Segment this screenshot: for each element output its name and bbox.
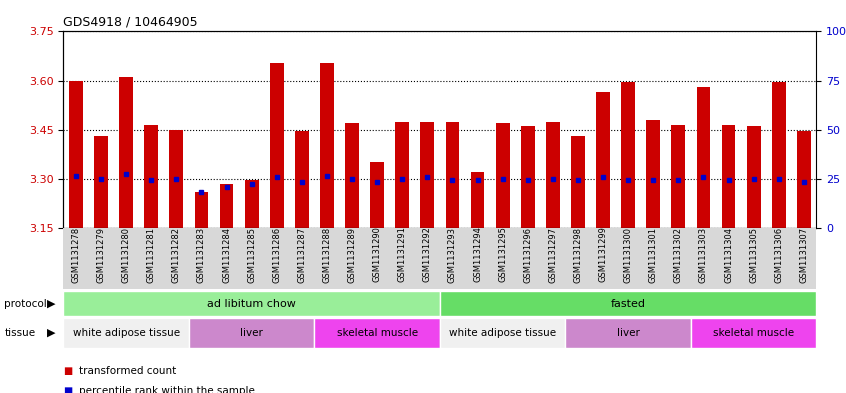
Text: GDS4918 / 10464905: GDS4918 / 10464905 (63, 16, 198, 29)
Bar (189, 318, 315, 348)
Bar (546, 121, 560, 228)
Bar (295, 131, 309, 228)
Bar (646, 120, 660, 228)
Bar (571, 136, 585, 228)
Bar (395, 121, 409, 228)
Bar (371, 162, 384, 228)
Bar (521, 127, 535, 228)
Text: skeletal muscle: skeletal muscle (713, 328, 794, 338)
Bar (691, 318, 816, 348)
Bar (772, 82, 786, 228)
Text: skeletal muscle: skeletal muscle (337, 328, 418, 338)
Text: fasted: fasted (611, 299, 645, 309)
Bar (220, 184, 233, 228)
Bar (320, 62, 334, 228)
Text: liver: liver (240, 328, 263, 338)
Bar (63, 318, 189, 348)
Bar (169, 130, 184, 228)
Bar (94, 136, 108, 228)
Bar (119, 77, 133, 228)
Text: protocol: protocol (4, 299, 47, 309)
Bar (244, 180, 259, 228)
Bar (797, 131, 810, 228)
Bar (722, 125, 735, 228)
Text: ▶: ▶ (47, 299, 55, 309)
Text: ▶: ▶ (47, 328, 55, 338)
Bar (345, 123, 359, 228)
Text: white adipose tissue: white adipose tissue (449, 328, 556, 338)
Bar (596, 92, 610, 228)
Bar (696, 87, 711, 228)
Text: ■: ■ (63, 366, 73, 376)
Bar (446, 121, 459, 228)
Bar (420, 121, 434, 228)
Bar (496, 123, 509, 228)
Bar (195, 192, 208, 228)
Text: ■: ■ (63, 386, 73, 393)
Bar (63, 291, 440, 316)
Text: white adipose tissue: white adipose tissue (73, 328, 179, 338)
Bar (440, 291, 816, 316)
Text: tissue: tissue (4, 328, 36, 338)
Text: liver: liver (617, 328, 640, 338)
Bar (470, 172, 485, 228)
Text: ad libitum chow: ad libitum chow (207, 299, 296, 309)
Bar (145, 125, 158, 228)
Text: percentile rank within the sample: percentile rank within the sample (79, 386, 255, 393)
Bar (440, 318, 565, 348)
Bar (747, 127, 761, 228)
Bar (565, 318, 691, 348)
Bar (270, 62, 283, 228)
Bar (69, 81, 83, 228)
Bar (621, 82, 635, 228)
Text: transformed count: transformed count (79, 366, 176, 376)
Bar (672, 125, 685, 228)
Bar (315, 318, 440, 348)
